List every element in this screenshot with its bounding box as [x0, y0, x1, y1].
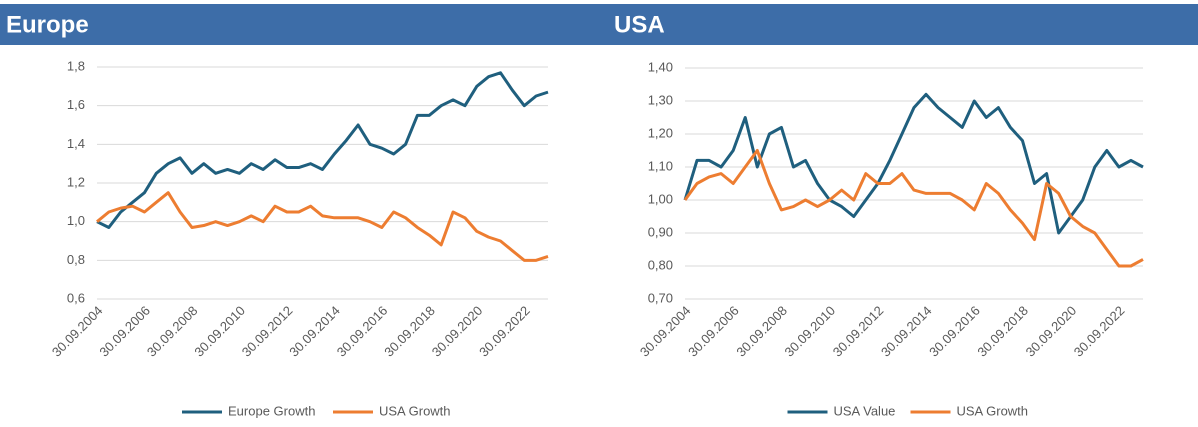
y-tick-label: 0,80 [648, 257, 673, 272]
y-tick-label: 0,8 [67, 252, 85, 267]
x-tick-label: 30.09.2016 [926, 303, 983, 360]
x-tick-label: 30.09.2014 [286, 303, 343, 360]
legend-label: USA Growth [379, 403, 451, 418]
x-tick-label: 30.09.2012 [239, 303, 296, 360]
y-tick-label: 1,20 [648, 125, 673, 140]
y-tick-label: 1,00 [648, 191, 673, 206]
x-tick-label: 30.09.2008 [733, 303, 790, 360]
x-tick-label: 30.09.2012 [830, 303, 887, 360]
y-tick-label: 1,10 [648, 158, 673, 173]
x-tick-label: 30.09.2004 [49, 303, 106, 360]
x-tick-label: 30.09.2020 [429, 303, 486, 360]
x-tick-label: 30.09.2010 [782, 303, 839, 360]
x-tick-label: 30.09.2018 [974, 303, 1031, 360]
x-tick-label: 30.09.2014 [878, 303, 935, 360]
y-tick-label: 1,6 [67, 97, 85, 112]
header-band [0, 4, 1198, 45]
x-tick-label: 30.09.2010 [191, 303, 248, 360]
series-line [683, 92, 1144, 235]
y-tick-label: 0,70 [648, 290, 673, 305]
y-tick-label: 1,40 [648, 59, 673, 74]
x-tick-label: 30.09.2008 [144, 303, 201, 360]
y-tick-label: 1,0 [67, 213, 85, 228]
chart-title: USA [614, 11, 665, 38]
x-tick-label: 30.09.2020 [1023, 303, 1080, 360]
x-tick-label: 30.09.2004 [637, 303, 694, 360]
x-tick-label: 30.09.2016 [334, 303, 391, 360]
x-tick-label: 30.09.2006 [96, 303, 153, 360]
series-line [96, 71, 549, 229]
y-tick-label: 1,30 [648, 92, 673, 107]
series-line [96, 191, 549, 262]
legend-label: USA Growth [957, 403, 1029, 418]
chart-title: Europe [6, 11, 89, 38]
y-tick-label: 0,90 [648, 224, 673, 239]
x-tick-label: 30.09.2006 [685, 303, 742, 360]
series-line [683, 149, 1144, 268]
legend-label: Europe Growth [228, 403, 315, 418]
y-tick-label: 0,6 [67, 290, 85, 305]
x-tick-label: 30.09.2018 [381, 303, 438, 360]
x-tick-label: 30.09.2022 [476, 303, 533, 360]
legend-label: USA Value [834, 403, 896, 418]
y-tick-label: 1,8 [67, 58, 85, 73]
x-tick-label: 30.09.2022 [1071, 303, 1128, 360]
y-tick-label: 1,4 [67, 136, 85, 151]
y-tick-label: 1,2 [67, 174, 85, 189]
